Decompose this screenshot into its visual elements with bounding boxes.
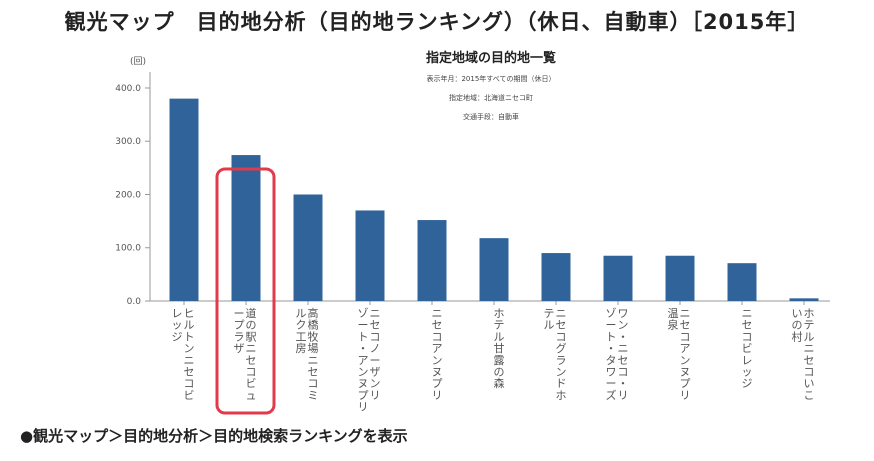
bar-chart: 指定地域の目的地一覧 表示年月：2015年すべての期間（休日） 指定地域：北海道… xyxy=(115,50,830,415)
chart-title: 指定地域の目的地一覧 xyxy=(426,50,556,66)
x-category-label: ゾート・タワーズ xyxy=(606,307,617,402)
bar xyxy=(355,210,385,301)
x-category-label: ニセコビレッジ xyxy=(742,307,753,390)
y-tick-label: 300.0 xyxy=(115,137,141,147)
x-category-label: ニセコノーザンリ xyxy=(370,307,381,402)
x-category-label: 道の駅ニセコビュ xyxy=(246,306,257,402)
x-category-label: ホテル甘露の森 xyxy=(494,307,505,390)
x-category-label: 温泉 xyxy=(668,307,679,332)
bar xyxy=(727,263,757,301)
bar xyxy=(603,255,633,301)
x-category-label: ニセコアンヌプリ xyxy=(680,307,691,402)
bar xyxy=(293,194,323,301)
bar xyxy=(417,220,447,301)
x-category-label: ワン・ニセコ・リ xyxy=(618,307,629,402)
x-category-label: 高橋牧場ニセコミ xyxy=(308,306,319,402)
x-category-label: ープラザ xyxy=(234,307,245,355)
bar xyxy=(231,155,261,301)
y-tick-label: 400.0 xyxy=(115,84,141,94)
chart-subtitle-region: 指定地域：北海道ニセコ町 xyxy=(449,93,533,102)
chart-subtitle-period: 表示年月：2015年すべての期間（休日） xyxy=(426,74,555,83)
x-category-label: ヒルトンニセコビ xyxy=(184,307,195,402)
bar xyxy=(169,98,199,302)
y-axis-label: (回) xyxy=(130,56,146,67)
chart-subtitle-transport: 交通手段：自動車 xyxy=(463,112,519,121)
x-category-label: ルク工房 xyxy=(296,307,307,355)
y-tick-label: 0.0 xyxy=(127,297,142,307)
page-title: 観光マップ 目的地分析（目的地ランキング）（休日、自動車）［2015年］ xyxy=(64,10,810,34)
bar xyxy=(665,255,695,301)
bars-group xyxy=(169,98,819,305)
x-category-label: ホテルニセコいこ xyxy=(804,307,815,402)
x-category-label: レッジ xyxy=(172,307,183,343)
x-category-label: テル xyxy=(544,307,555,332)
x-category-label: ニセコグランドホ xyxy=(556,307,567,402)
y-tick-label: 100.0 xyxy=(115,244,141,254)
bar xyxy=(789,298,819,301)
footer-note: ●観光マップ＞目的地分析＞目的地検索ランキングを表示 xyxy=(20,427,408,445)
bar xyxy=(541,253,571,301)
highlight-box xyxy=(215,167,276,415)
x-category-label: ゾート・アンヌプリ xyxy=(358,307,369,414)
x-category-label: いの村 xyxy=(792,307,803,343)
bar xyxy=(479,238,509,301)
x-category-label: ニセコアンヌプリ xyxy=(432,307,443,402)
y-tick-label: 200.0 xyxy=(115,190,141,200)
y-axis-ticks: 0.0 100.0 200.0 300.0 400.0 xyxy=(115,84,150,307)
